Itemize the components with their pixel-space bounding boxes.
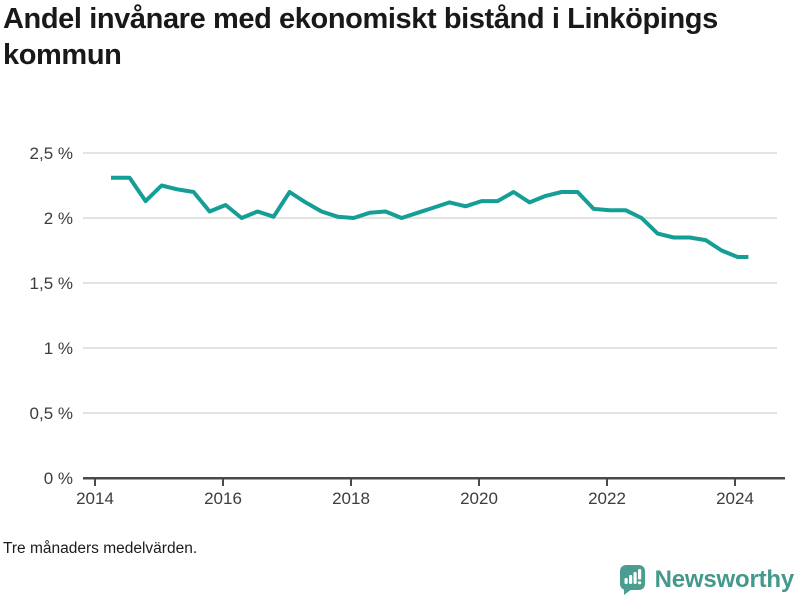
chart-footnote: Tre månaders medelvärden. (3, 540, 198, 557)
newsworthy-brand: Newsworthy (619, 564, 794, 595)
x-tick-label: 2016 (204, 489, 242, 508)
y-tick-label: 1,5 % (30, 274, 73, 293)
y-tick-label: 1 % (44, 339, 73, 358)
newsworthy-logo-icon (619, 565, 645, 595)
x-tick-label: 2014 (76, 489, 114, 508)
data-line-series (111, 175, 749, 259)
brand-name: Newsworthy (654, 565, 795, 593)
x-tick-label: 2022 (588, 489, 626, 508)
y-tick-label: 2,5 % (30, 144, 73, 163)
page-title: Andel invånare med ekonomiskt bistånd i … (3, 3, 718, 71)
x-tick-label: 2024 (716, 489, 754, 508)
y-tick-label: 0,5 % (30, 404, 73, 423)
y-tick-label: 2 % (44, 209, 73, 228)
x-tick-label: 2020 (460, 489, 498, 508)
y-tick-label: 0 % (44, 469, 73, 488)
x-tick-label: 2018 (332, 489, 370, 508)
